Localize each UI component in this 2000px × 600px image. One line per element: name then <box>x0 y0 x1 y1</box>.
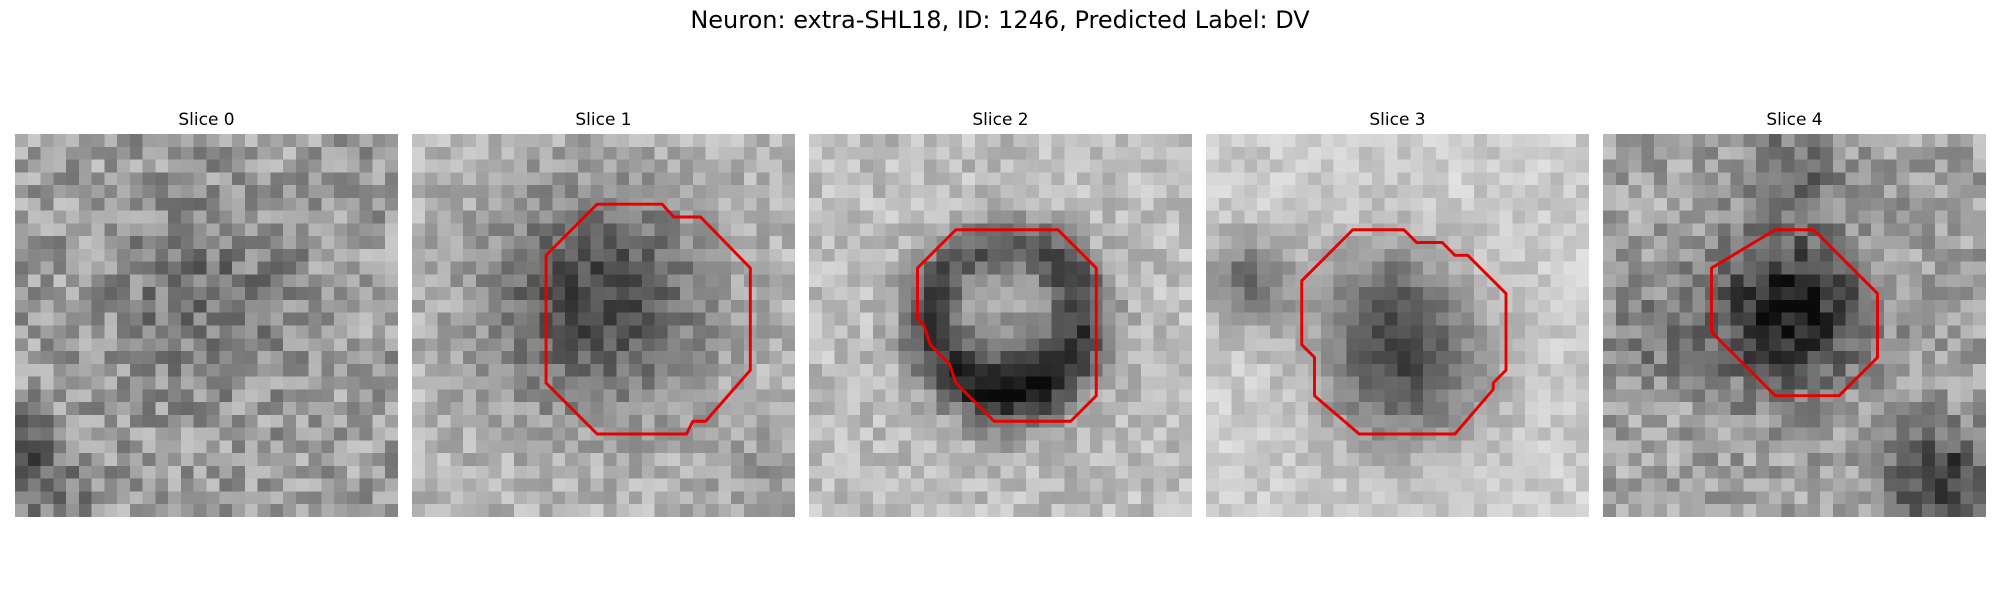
roi-contour <box>916 228 1098 423</box>
slice-title: Slice 2 <box>972 110 1029 130</box>
slice-image-4 <box>1603 134 1986 517</box>
roi-contour <box>544 202 752 436</box>
roi-contour <box>1710 228 1879 398</box>
slice-title: Slice 1 <box>575 110 632 130</box>
roi-contour <box>1300 228 1508 436</box>
slice-image-0 <box>15 134 398 517</box>
figure-title: Neuron: extra-SHL18, ID: 1246, Predicted… <box>690 6 1310 34</box>
slice-title: Slice 4 <box>1766 110 1823 130</box>
slice-image-2 <box>809 134 1192 517</box>
slice-title: Slice 0 <box>178 110 235 130</box>
slice-image-1 <box>412 134 795 517</box>
slice-image-3 <box>1206 134 1589 517</box>
slice-title: Slice 3 <box>1369 110 1426 130</box>
